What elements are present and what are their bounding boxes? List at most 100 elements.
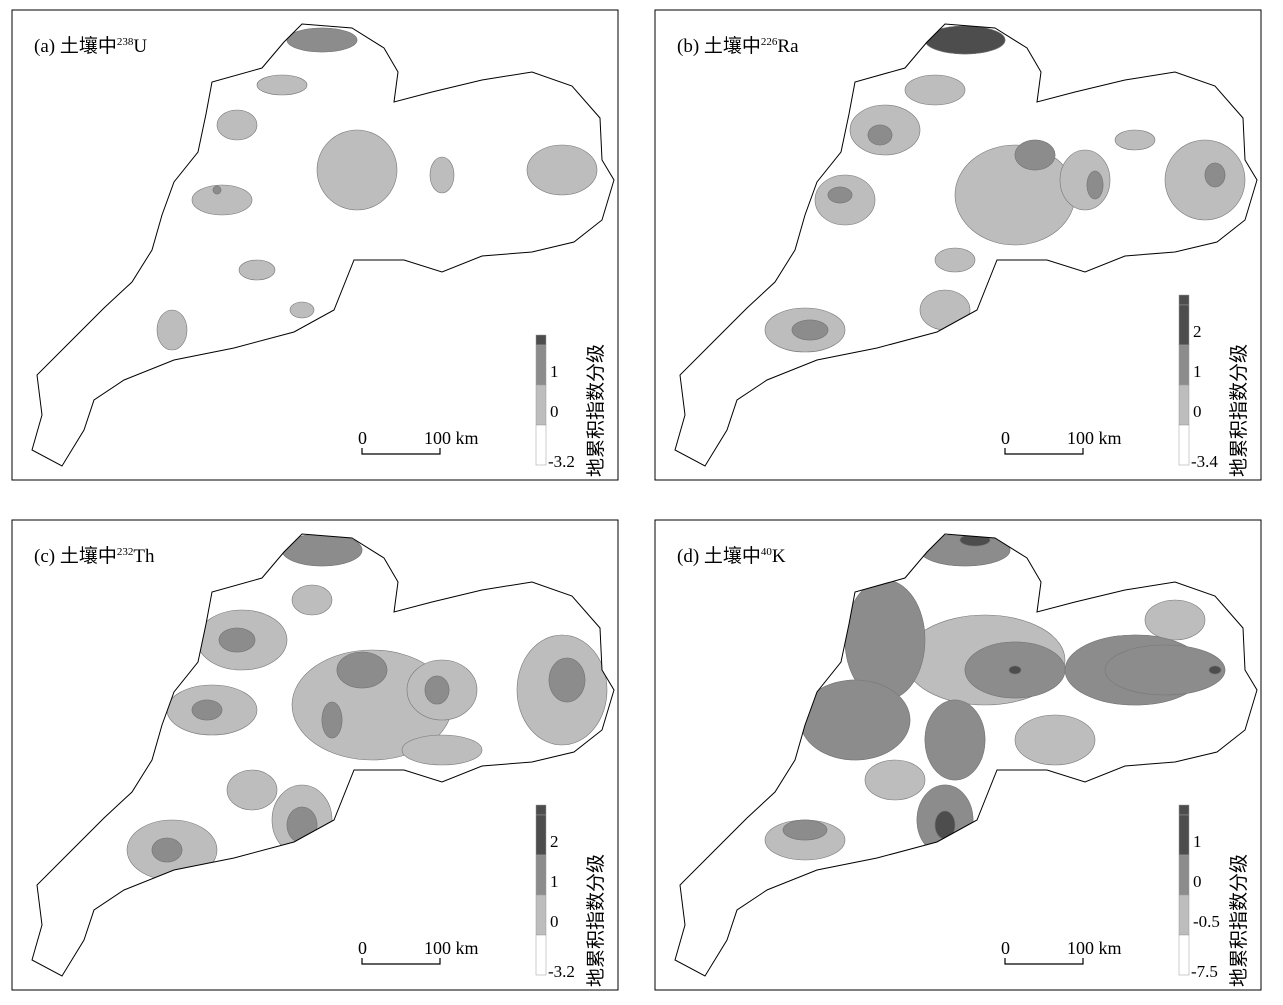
province-outline — [31, 533, 615, 977]
title-prefix: (a) 土壤中 — [34, 35, 117, 57]
panel-title: (a) 土壤中238U — [34, 35, 147, 57]
legend-break-label: 2 — [550, 832, 559, 851]
legend-swatch — [1178, 814, 1190, 856]
map-panel: (c) 土壤中232Th 2 1 0 -3.2 地累积指数分级 0 100 km — [11, 519, 619, 991]
title-prefix: (c) 土壤中 — [34, 545, 117, 567]
element: Th — [133, 546, 155, 567]
contour-zone — [286, 27, 358, 53]
contour-zone — [1204, 162, 1226, 188]
legend-break-label: -0.5 — [1193, 912, 1220, 931]
legend-swatch — [535, 934, 547, 976]
contour-zone — [316, 129, 398, 211]
scale-bar — [1004, 448, 1084, 455]
legend-swatch — [535, 894, 547, 936]
scale-bar — [1004, 958, 1084, 965]
contour-zone — [218, 627, 256, 653]
map-panel: (a) 土壤中238U 1 0 -3.2 地累积指数分级 0 100 km — [11, 9, 619, 481]
title-prefix: (d) 土壤中 — [677, 545, 761, 567]
legend-title: 地累积指数分级 — [585, 344, 607, 477]
contour-zone — [827, 186, 853, 204]
contour-zone — [1014, 139, 1056, 171]
scale-start: 0 — [358, 428, 367, 448]
contour-fill — [32, 534, 614, 976]
legend-swatch — [1178, 304, 1190, 346]
contour-zone — [336, 651, 388, 689]
contour-zone — [1144, 599, 1206, 641]
contour-zone — [216, 109, 258, 141]
contour-zone — [151, 837, 183, 863]
legend-break-label: 1 — [550, 362, 559, 381]
element: K — [772, 546, 786, 567]
legend-break-label: 0 — [1193, 402, 1202, 421]
scale-bar — [361, 958, 441, 965]
contour-zone — [548, 657, 586, 703]
contour-zone — [256, 74, 308, 96]
legend-break-label: 1 — [1193, 832, 1202, 851]
contour-zone — [424, 675, 450, 705]
contour-zone — [1208, 665, 1222, 675]
element: Ra — [777, 36, 799, 57]
legend-swatch — [1178, 804, 1190, 816]
scale-bar — [361, 448, 441, 455]
scale-start: 0 — [358, 938, 367, 958]
legend-break-label: 1 — [1193, 362, 1202, 381]
contour-zone — [321, 701, 343, 739]
legend-break-label: -3.2 — [548, 962, 575, 981]
contour-zone — [238, 259, 276, 281]
contour-zone — [934, 247, 976, 273]
map-panel: (b) 土壤中226Ra 2 1 0 -3.4 地累积指数分级 0 100 km — [654, 9, 1262, 481]
province-outline — [31, 23, 615, 467]
contour-zone — [212, 185, 222, 195]
contour-zone — [429, 156, 455, 194]
isotope-mass: 40 — [761, 546, 773, 558]
legend-break-label: -3.4 — [1191, 452, 1218, 471]
legend-break-label: 0 — [550, 402, 559, 421]
legend-swatch — [535, 384, 547, 426]
contour-zone — [782, 819, 828, 841]
legend-break-label: 2 — [1193, 322, 1202, 341]
legend-swatch — [1178, 294, 1190, 306]
title-prefix: (b) 土壤中 — [677, 35, 761, 57]
legend-title: 地累积指数分级 — [1228, 854, 1250, 987]
legend-swatch — [1178, 894, 1190, 936]
legend-break-label: 1 — [550, 872, 559, 891]
legend-break-label: 0 — [550, 912, 559, 931]
contour-zone — [867, 124, 893, 146]
legend-title: 地累积指数分级 — [1228, 344, 1250, 477]
legend-swatch — [1178, 934, 1190, 976]
legend-title: 地累积指数分级 — [585, 854, 607, 987]
scale-end: 100 km — [424, 428, 479, 448]
contour-zone — [1086, 170, 1104, 200]
province-outline — [674, 533, 1258, 977]
contour-fill — [32, 24, 614, 466]
contour-zone — [156, 309, 188, 351]
contour-fill — [675, 24, 1257, 466]
contour-zone — [924, 699, 986, 781]
contour-zone — [1014, 714, 1096, 766]
contour-zone — [526, 144, 598, 196]
legend-break-label: 0 — [1193, 872, 1202, 891]
element: U — [133, 36, 147, 57]
isotope-mass: 232 — [117, 546, 134, 558]
isotope-mass: 226 — [761, 36, 778, 48]
panel-title: (c) 土壤中232Th — [34, 545, 155, 567]
contour-zone — [1114, 129, 1156, 151]
contour-zone — [191, 699, 223, 721]
legend-swatch — [1178, 854, 1190, 896]
isotope-mass: 238 — [117, 36, 134, 48]
legend-swatch — [535, 854, 547, 896]
contour-zone — [864, 759, 926, 801]
contour-zone — [226, 769, 278, 811]
legend-swatch — [1178, 424, 1190, 466]
panel-title: (b) 土壤中226Ra — [677, 35, 799, 57]
legend-swatch — [535, 424, 547, 466]
scale-start: 0 — [1001, 428, 1010, 448]
contour-zone — [791, 319, 829, 341]
contour-zone — [289, 301, 315, 319]
legend-swatch — [1178, 384, 1190, 426]
legend-break-label: -3.2 — [548, 452, 575, 471]
legend-swatch — [1178, 344, 1190, 386]
legend-swatch — [535, 814, 547, 856]
contour-zone — [291, 584, 333, 616]
region-fill — [675, 24, 1257, 466]
